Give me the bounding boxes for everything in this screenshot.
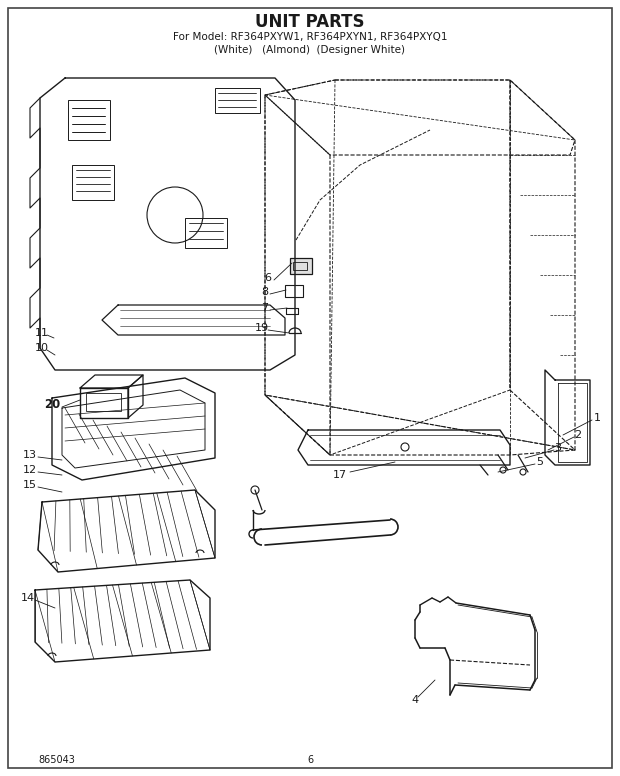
Text: 5: 5	[536, 457, 544, 467]
Bar	[68, 100, 110, 140]
Text: 15: 15	[23, 480, 37, 490]
Text: 19: 19	[255, 323, 269, 333]
Text: 3: 3	[554, 443, 562, 453]
Bar	[185, 218, 227, 248]
Text: 12: 12	[23, 465, 37, 475]
Text: 17: 17	[333, 470, 347, 480]
Text: 11: 11	[35, 328, 49, 338]
Text: 10: 10	[35, 343, 49, 353]
Text: 6: 6	[265, 273, 272, 283]
Bar	[293, 262, 307, 270]
Text: 1: 1	[593, 413, 601, 423]
Text: 14: 14	[21, 593, 35, 603]
Text: 20: 20	[44, 399, 60, 411]
Text: 8: 8	[262, 287, 268, 297]
Text: 4: 4	[412, 695, 418, 705]
Text: 865043: 865043	[38, 755, 75, 765]
Text: 2: 2	[575, 430, 582, 440]
Bar	[72, 165, 114, 200]
Text: 7: 7	[262, 303, 268, 313]
Text: For Model: RF364PXYW1, RF364PXYN1, RF364PXYQ1: For Model: RF364PXYW1, RF364PXYN1, RF364…	[173, 32, 447, 42]
Text: 6: 6	[307, 755, 313, 765]
Bar	[215, 88, 260, 113]
Bar	[285, 285, 303, 297]
Bar	[86, 393, 121, 411]
Text: UNIT PARTS: UNIT PARTS	[255, 13, 365, 31]
Bar	[290, 258, 312, 274]
Text: (White)   (Almond)  (Designer White): (White) (Almond) (Designer White)	[215, 45, 405, 55]
Text: 13: 13	[23, 450, 37, 460]
